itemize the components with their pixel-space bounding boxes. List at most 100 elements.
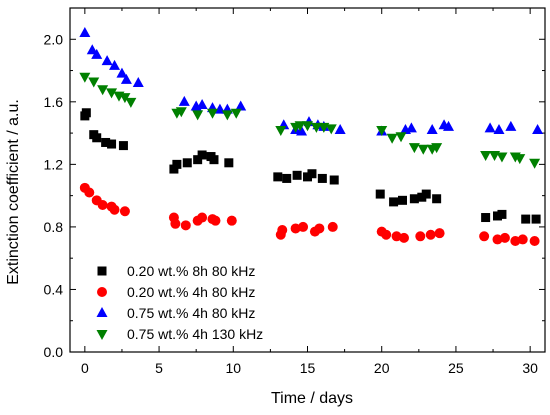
data-point xyxy=(334,123,346,134)
data-point xyxy=(119,93,131,104)
data-point xyxy=(97,85,109,96)
y-tick-label: 1.6 xyxy=(44,94,64,110)
data-point xyxy=(499,232,510,243)
data-point xyxy=(405,122,417,133)
data-point xyxy=(224,158,234,168)
data-point xyxy=(235,100,247,111)
legend-label: 0.20 wt.% 4h 80 kHz xyxy=(127,284,255,300)
data-point xyxy=(182,158,192,168)
data-point xyxy=(529,158,541,169)
x-tick-label: 5 xyxy=(155,360,163,376)
data-point xyxy=(178,95,190,106)
x-axis-title: Time / days xyxy=(271,390,353,407)
y-axis-title: Extinction coefficient / a.u. xyxy=(5,99,22,285)
data-point xyxy=(532,123,544,134)
data-point xyxy=(292,170,302,180)
data-point xyxy=(84,187,95,198)
legend-marker xyxy=(97,287,107,297)
data-point xyxy=(101,137,111,147)
data-point xyxy=(107,139,117,149)
data-point xyxy=(294,121,306,132)
data-point xyxy=(376,125,388,136)
legend-label: 0.20 wt.% 8h 80 kHz xyxy=(127,263,255,279)
data-point xyxy=(192,110,204,121)
data-point xyxy=(531,214,541,224)
data-point xyxy=(282,173,292,183)
data-point xyxy=(386,133,398,144)
data-point xyxy=(118,141,128,151)
legend: 0.20 wt.% 8h 80 kHz 0.20 wt.% 4h 80 kHz 0.… xyxy=(96,263,263,342)
data-point xyxy=(109,59,121,70)
data-point xyxy=(125,97,137,108)
data-point xyxy=(432,194,442,204)
data-point xyxy=(415,231,426,242)
data-point xyxy=(97,200,108,211)
data-point xyxy=(290,223,301,234)
data-point xyxy=(92,133,102,143)
data-point xyxy=(434,228,445,239)
data-point xyxy=(169,164,179,174)
y-tick-label: 0.4 xyxy=(44,281,64,297)
data-point xyxy=(521,214,531,224)
data-point xyxy=(395,132,407,143)
data-point xyxy=(481,213,491,223)
data-point xyxy=(109,204,120,215)
data-point xyxy=(431,143,443,154)
data-point xyxy=(398,195,407,205)
data-point xyxy=(79,27,91,38)
data-point xyxy=(317,173,327,183)
series-3 xyxy=(79,27,544,136)
data-point xyxy=(325,124,337,135)
data-point xyxy=(79,72,91,83)
data-point xyxy=(101,55,113,66)
data-point xyxy=(314,223,325,234)
data-point xyxy=(417,144,429,155)
data-point xyxy=(302,121,313,132)
data-point xyxy=(88,77,100,88)
data-point xyxy=(505,120,517,131)
data-point xyxy=(497,209,507,219)
axis-ticks: 0 5 10 15 20 25 30 0.0 0.4 0.8 1.2 1.6 2.0 xyxy=(44,8,545,376)
data-point xyxy=(86,44,98,55)
data-point xyxy=(210,215,221,226)
series-1 xyxy=(80,108,541,224)
data-point xyxy=(106,88,118,99)
data-point xyxy=(443,120,455,131)
x-tick-label: 15 xyxy=(300,360,316,376)
data-point xyxy=(196,98,208,109)
data-point xyxy=(398,232,409,243)
data-point xyxy=(409,194,419,204)
legend-label: 0.75 wt.% 4h 80 kHz xyxy=(127,305,255,321)
data-point xyxy=(172,159,182,169)
data-point xyxy=(91,48,103,59)
data-point xyxy=(273,172,283,182)
data-point xyxy=(81,108,91,118)
data-point xyxy=(496,152,508,163)
data-point xyxy=(230,108,242,119)
x-tick-label: 10 xyxy=(225,360,241,376)
data-point xyxy=(375,189,385,199)
x-tick-label: 30 xyxy=(522,360,538,376)
data-point xyxy=(132,77,144,88)
data-point xyxy=(408,143,420,154)
data-point xyxy=(479,231,490,242)
data-point xyxy=(492,234,503,245)
data-point xyxy=(296,125,308,136)
legend-marker xyxy=(96,307,108,317)
data-point xyxy=(381,229,392,240)
series-4 xyxy=(79,72,541,169)
data-points xyxy=(79,27,544,246)
data-point xyxy=(480,150,492,161)
x-tick-label: 20 xyxy=(374,360,390,376)
data-point xyxy=(298,221,309,232)
data-point xyxy=(277,225,288,236)
data-point xyxy=(391,231,402,242)
data-point xyxy=(226,215,237,226)
y-tick-label: 0.0 xyxy=(44,344,64,360)
data-point xyxy=(425,229,436,240)
series-2 xyxy=(79,182,540,246)
data-point xyxy=(120,73,132,84)
data-point xyxy=(207,108,218,119)
